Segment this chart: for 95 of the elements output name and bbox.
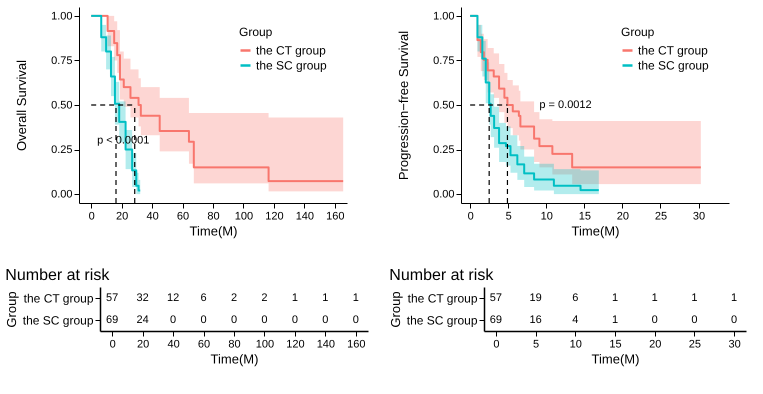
x-tick-label: 40 bbox=[146, 210, 159, 222]
x-axis-title: Time(M) bbox=[592, 352, 640, 366]
x-tick-label: 20 bbox=[137, 338, 150, 350]
data-label: 24 bbox=[136, 314, 149, 326]
data-label: 0 bbox=[691, 314, 698, 326]
x-tick-label: 10 bbox=[570, 338, 582, 350]
x-tick-label: 100 bbox=[234, 210, 254, 222]
data-label: 57 bbox=[106, 292, 118, 304]
x-tick-label: 15 bbox=[609, 338, 622, 350]
y-axis-title: Overall Survival bbox=[14, 60, 30, 152]
y-tick-label: 0.75 bbox=[433, 54, 454, 67]
y-tick-label: 0.00 bbox=[433, 188, 454, 201]
x-tick-label: 0 bbox=[88, 210, 95, 222]
y-axis-title: Progression−free Survival bbox=[396, 30, 412, 180]
y-tick-label: the SC group bbox=[406, 314, 478, 328]
data-label: 12 bbox=[166, 292, 180, 304]
x-tick-label: 15 bbox=[578, 210, 591, 222]
data-label: 0 bbox=[292, 314, 298, 326]
y-tick-label: the CT group bbox=[408, 292, 478, 306]
data-label: 69 bbox=[106, 314, 118, 326]
data-label: 1 bbox=[731, 292, 738, 304]
x-tick-label: 120 bbox=[265, 210, 284, 222]
y-tick-label: 0.50 bbox=[433, 100, 454, 112]
data-label: 1 bbox=[292, 292, 298, 304]
x-tick-label: 120 bbox=[286, 338, 305, 350]
data-label: 1 bbox=[612, 314, 618, 326]
chart-title: Number at risk bbox=[389, 267, 494, 284]
data-label: 2 bbox=[230, 292, 238, 304]
data-label: 0 bbox=[230, 314, 238, 326]
y-tick-label: the CT group bbox=[24, 292, 94, 306]
x-tick-label: 30 bbox=[692, 210, 706, 222]
data-label: 1 bbox=[322, 292, 328, 304]
data-label: 1 bbox=[352, 292, 359, 304]
y-tick-label: 0.25 bbox=[433, 144, 454, 156]
data-label: 57 bbox=[490, 292, 502, 304]
x-tick-label: 160 bbox=[347, 338, 366, 350]
x-axis-title: Time(M) bbox=[210, 352, 258, 366]
y-tick-label: 1.00 bbox=[433, 10, 454, 22]
x-tick-label: 20 bbox=[116, 210, 128, 222]
y-axis-title: Group bbox=[4, 291, 19, 328]
x-tick-label: 5 bbox=[506, 210, 512, 222]
x-tick-label: 20 bbox=[616, 210, 630, 222]
data-label: 16 bbox=[529, 314, 542, 326]
data-label: 2 bbox=[261, 292, 268, 304]
data-label: 0 bbox=[652, 314, 658, 326]
data-label: 0 bbox=[731, 314, 738, 326]
y-tick-label: 0.25 bbox=[51, 144, 72, 156]
x-tick-label: 60 bbox=[198, 338, 210, 350]
x-tick-label: 160 bbox=[326, 210, 344, 222]
legend-label: the SC group bbox=[638, 58, 710, 72]
annotation: p = 0.0012 bbox=[539, 99, 592, 111]
x-tick-label: 10 bbox=[540, 210, 553, 222]
x-tick-label: 80 bbox=[207, 210, 220, 222]
x-tick-label: 25 bbox=[654, 210, 668, 222]
data-label: 1 bbox=[612, 292, 618, 304]
x-tick-label: 0 bbox=[110, 338, 116, 350]
data-label: 0 bbox=[200, 314, 207, 326]
legend-label: the CT group bbox=[638, 44, 708, 58]
x-tick-label: 20 bbox=[649, 338, 662, 350]
y-tick-label: 0.50 bbox=[51, 100, 72, 112]
data-label: 19 bbox=[529, 292, 542, 304]
data-label: 1 bbox=[652, 292, 658, 304]
legend-title: Group bbox=[239, 25, 273, 39]
x-tick-label: 100 bbox=[256, 338, 274, 350]
data-label: 6 bbox=[572, 292, 578, 304]
data-label: 0 bbox=[322, 314, 328, 326]
data-label: 69 bbox=[490, 314, 502, 326]
x-tick-label: 0 bbox=[468, 210, 474, 222]
x-tick-label: 80 bbox=[228, 338, 241, 350]
y-tick-label: the SC group bbox=[22, 314, 94, 328]
y-tick-label: 1.00 bbox=[51, 10, 72, 22]
x-axis-title: Time(M) bbox=[190, 224, 238, 238]
x-tick-label: 60 bbox=[176, 210, 190, 222]
y-axis-title: Group bbox=[388, 291, 403, 328]
y-tick-label: 0.75 bbox=[51, 54, 72, 67]
data-label: 4 bbox=[572, 314, 578, 326]
x-tick-label: 5 bbox=[533, 338, 540, 350]
x-axis-title: Time(M) bbox=[572, 224, 620, 238]
data-label: 6 bbox=[200, 292, 207, 304]
x-tick-label: 40 bbox=[167, 338, 180, 350]
data-label: 32 bbox=[136, 292, 149, 304]
legend-title: Group bbox=[621, 25, 655, 39]
x-tick-label: 25 bbox=[688, 338, 702, 350]
chart-title: Number at risk bbox=[5, 267, 110, 284]
data-label: 1 bbox=[691, 292, 698, 304]
x-tick-label: 0 bbox=[493, 338, 500, 350]
data-label: 0 bbox=[170, 314, 176, 326]
x-tick-label: 140 bbox=[296, 210, 314, 222]
data-label: 0 bbox=[261, 314, 268, 326]
legend-label: the CT group bbox=[256, 44, 326, 58]
data-label: 0 bbox=[352, 314, 359, 326]
x-tick-label: 30 bbox=[728, 338, 741, 350]
x-tick-label: 140 bbox=[316, 338, 336, 350]
y-tick-label: 0.00 bbox=[51, 188, 72, 201]
legend-label: the SC group bbox=[256, 58, 328, 72]
